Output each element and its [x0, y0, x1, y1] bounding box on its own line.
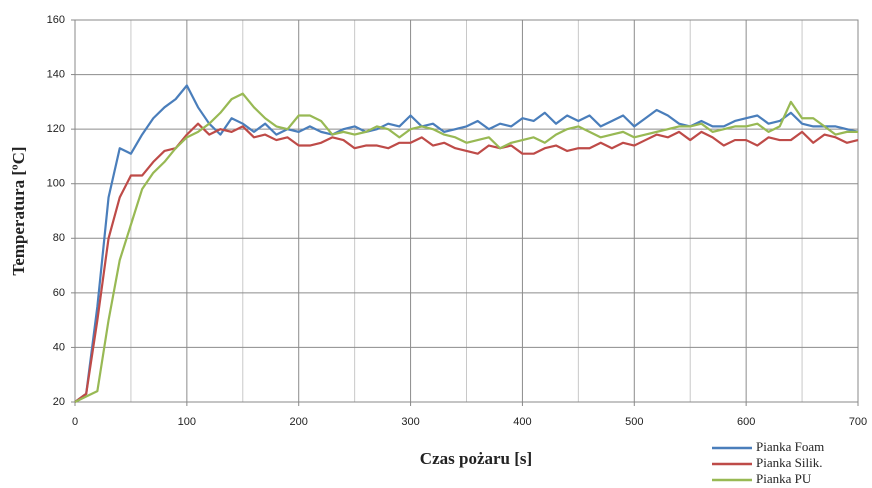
y-tick-label: 140	[47, 68, 65, 80]
y-tick-label: 40	[53, 341, 65, 353]
x-tick-label: 300	[401, 416, 419, 428]
y-axis-title: Temperatura [ºC]	[9, 146, 28, 275]
y-tick-label: 20	[53, 396, 65, 408]
x-tick-label: 100	[178, 416, 196, 428]
y-tick-label: 80	[53, 232, 65, 244]
y-tick-label: 60	[53, 287, 65, 299]
y-tick-label: 120	[47, 123, 65, 135]
x-axis-title: Czas pożaru [s]	[420, 449, 532, 468]
x-tick-label: 400	[513, 416, 531, 428]
legend-text: Pianka Foam	[756, 439, 824, 454]
plot-frame	[74, 19, 859, 403]
legend-text: Pianka PU	[756, 471, 812, 486]
y-tick-label: 160	[47, 14, 65, 26]
x-tick-label: 0	[72, 416, 78, 428]
x-tick-label: 600	[737, 416, 755, 428]
y-tick-label: 100	[47, 178, 65, 190]
data-line	[74, 84, 859, 403]
x-tick-label: 500	[625, 416, 643, 428]
data-line	[74, 92, 858, 403]
legend-text: Pianka Silik.	[756, 455, 822, 470]
x-tick-label: 200	[290, 416, 308, 428]
data-line	[74, 122, 859, 403]
x-tick-label: 700	[849, 416, 867, 428]
